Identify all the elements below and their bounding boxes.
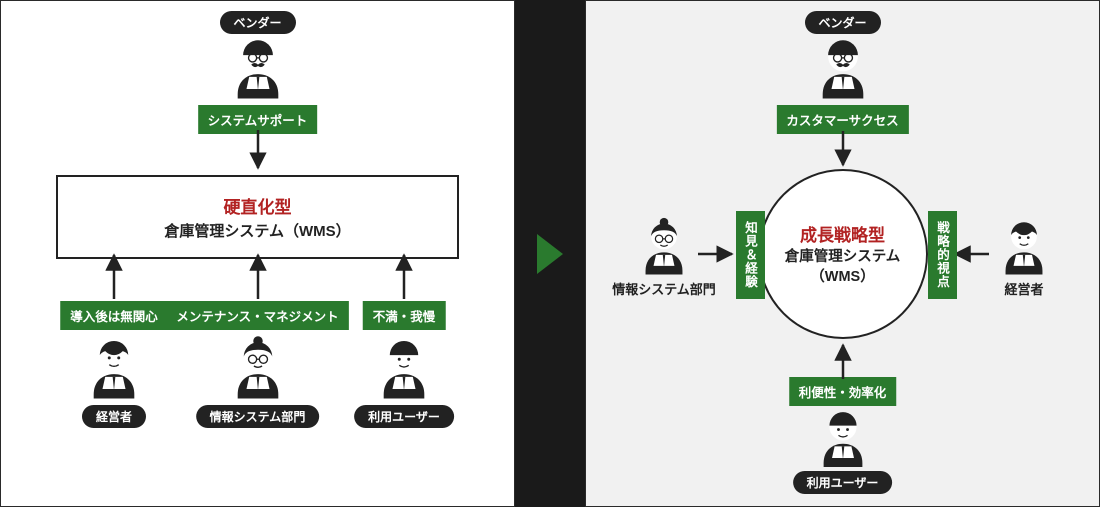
role-badge-vertical: 戦略的視点 bbox=[928, 211, 957, 299]
role-label: 経営者 bbox=[1004, 279, 1043, 298]
role-badge: メンテナンス・マネジメント bbox=[166, 301, 348, 330]
arrow-up-icon bbox=[248, 251, 268, 299]
role-label: 利用ユーザー bbox=[793, 471, 893, 494]
arrow-right-icon bbox=[698, 244, 736, 264]
user-icon bbox=[801, 403, 885, 469]
executive-icon bbox=[984, 213, 1064, 277]
arrow-up-icon bbox=[394, 251, 414, 299]
arrow-up-icon bbox=[104, 251, 124, 299]
center-title-red: 硬直化型 bbox=[68, 193, 447, 218]
arrow-down-icon bbox=[248, 130, 268, 172]
it-female-icon bbox=[624, 213, 704, 277]
role-label: 情報システム部門 bbox=[612, 279, 716, 298]
it-female-icon bbox=[214, 331, 302, 401]
center-system-circle: 成長戦略型 倉庫管理システム （WMS） bbox=[758, 169, 928, 339]
arrow-up-icon bbox=[833, 341, 853, 379]
user-icon bbox=[360, 331, 448, 401]
vendor-badge: カスタマーサクセス bbox=[776, 105, 908, 134]
role-label: 経営者 bbox=[82, 405, 146, 428]
panel-after: ベンダー カスタマーサクセス 成長戦略型 倉庫管理システム （WMS） 情報シス… bbox=[585, 0, 1100, 507]
vendor-icon bbox=[799, 31, 887, 101]
center-system-box: 硬直化型 倉庫管理システム（WMS） bbox=[56, 175, 459, 259]
center-title-red: 成長戦略型 bbox=[800, 221, 885, 246]
transition-divider bbox=[515, 0, 585, 507]
role-label: 利用ユーザー bbox=[354, 405, 454, 428]
role-badge: 導入後は無関心 bbox=[60, 301, 168, 330]
chevron-right-icon bbox=[533, 232, 567, 276]
role-badge-vertical: 知見＆経験 bbox=[736, 211, 765, 299]
role-badge: 不満・我慢 bbox=[363, 301, 446, 330]
center-title-sub: 倉庫管理システム（WMS） bbox=[68, 220, 447, 241]
panel-before: ベンダー システムサポート 硬直化型 倉庫管理システム（WMS） 導入後は無関心… bbox=[0, 0, 515, 507]
center-title-sub: 倉庫管理システム （WMS） bbox=[785, 248, 901, 287]
arrow-down-icon bbox=[833, 131, 853, 169]
role-badge: 利便性・効率化 bbox=[789, 377, 897, 406]
executive-icon bbox=[70, 331, 158, 401]
role-label: 情報システム部門 bbox=[196, 405, 320, 428]
diagram-container: ベンダー システムサポート 硬直化型 倉庫管理システム（WMS） 導入後は無関心… bbox=[0, 0, 1100, 507]
vendor-icon bbox=[214, 31, 302, 101]
